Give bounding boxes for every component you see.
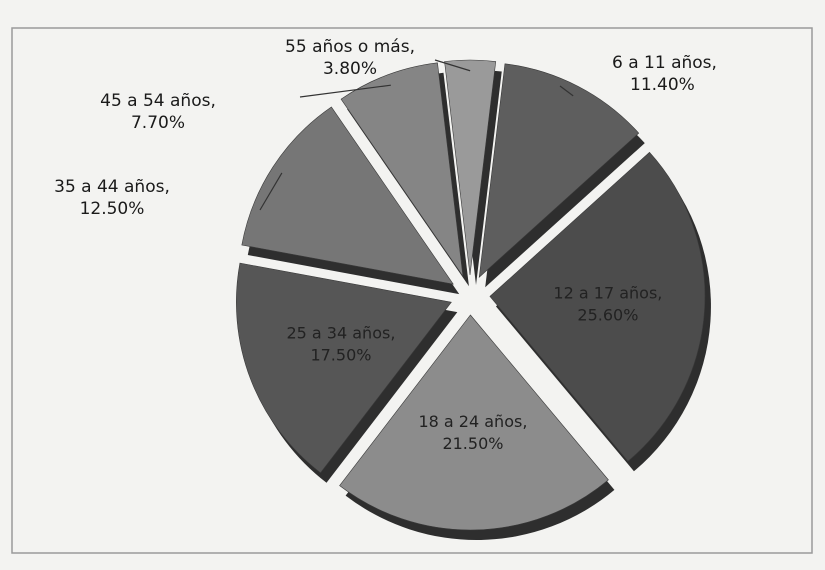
value-label-text: 3.80% [323,59,377,79]
data-label: 55 años o más, [285,37,415,57]
data-label: 12 a 17 años, [553,283,662,302]
value-label-text: 11.40% [630,75,695,95]
label-separator: , [164,177,169,197]
value-label: 17.50% [310,345,371,364]
leader-line [259,172,283,211]
label-separator: , [410,37,415,57]
leader-line [299,84,391,98]
category-label: 12 a 17 años [553,283,657,302]
category-label: 25 a 34 años [286,323,390,342]
slice [444,59,497,276]
value-label: 7.70% [131,113,185,133]
label-separator: , [657,283,662,302]
slice [340,62,464,277]
value-label: 21.50% [442,434,503,453]
leader-line [559,85,574,97]
category-label: 6 a 11 años [612,53,712,73]
leader-line [434,59,471,72]
data-label: 6 a 11 años, [612,53,717,73]
label-separator: , [390,323,395,342]
slice [489,151,706,462]
label-separator: , [712,53,717,73]
data-label: 25 a 34 años, [286,323,395,342]
slice [339,314,609,531]
data-label: 18 a 24 años, [418,412,527,431]
value-label: 3.80% [323,59,377,79]
category-label: 18 a 24 años [418,412,522,431]
value-label: 12.50% [80,199,145,219]
category-label: 55 años o más [285,37,410,57]
data-label: 35 a 44 años, [54,177,170,197]
slice [478,63,640,279]
category-label: 35 a 44 años [54,177,164,197]
value-label-text: 12.50% [80,199,145,219]
value-label-text: 25.60% [577,305,638,324]
value-label: 11.40% [630,75,695,95]
value-label: 25.60% [577,305,638,324]
category-label: 45 a 54 años [100,91,210,111]
label-separator: , [210,91,215,111]
value-label-text: 7.70% [131,113,185,133]
slice [241,106,454,285]
slice [236,262,452,474]
label-separator: , [522,412,527,431]
value-label-text: 17.50% [310,345,371,364]
frame [11,27,813,554]
value-label-text: 21.50% [442,434,503,453]
data-label: 45 a 54 años, [100,91,216,111]
